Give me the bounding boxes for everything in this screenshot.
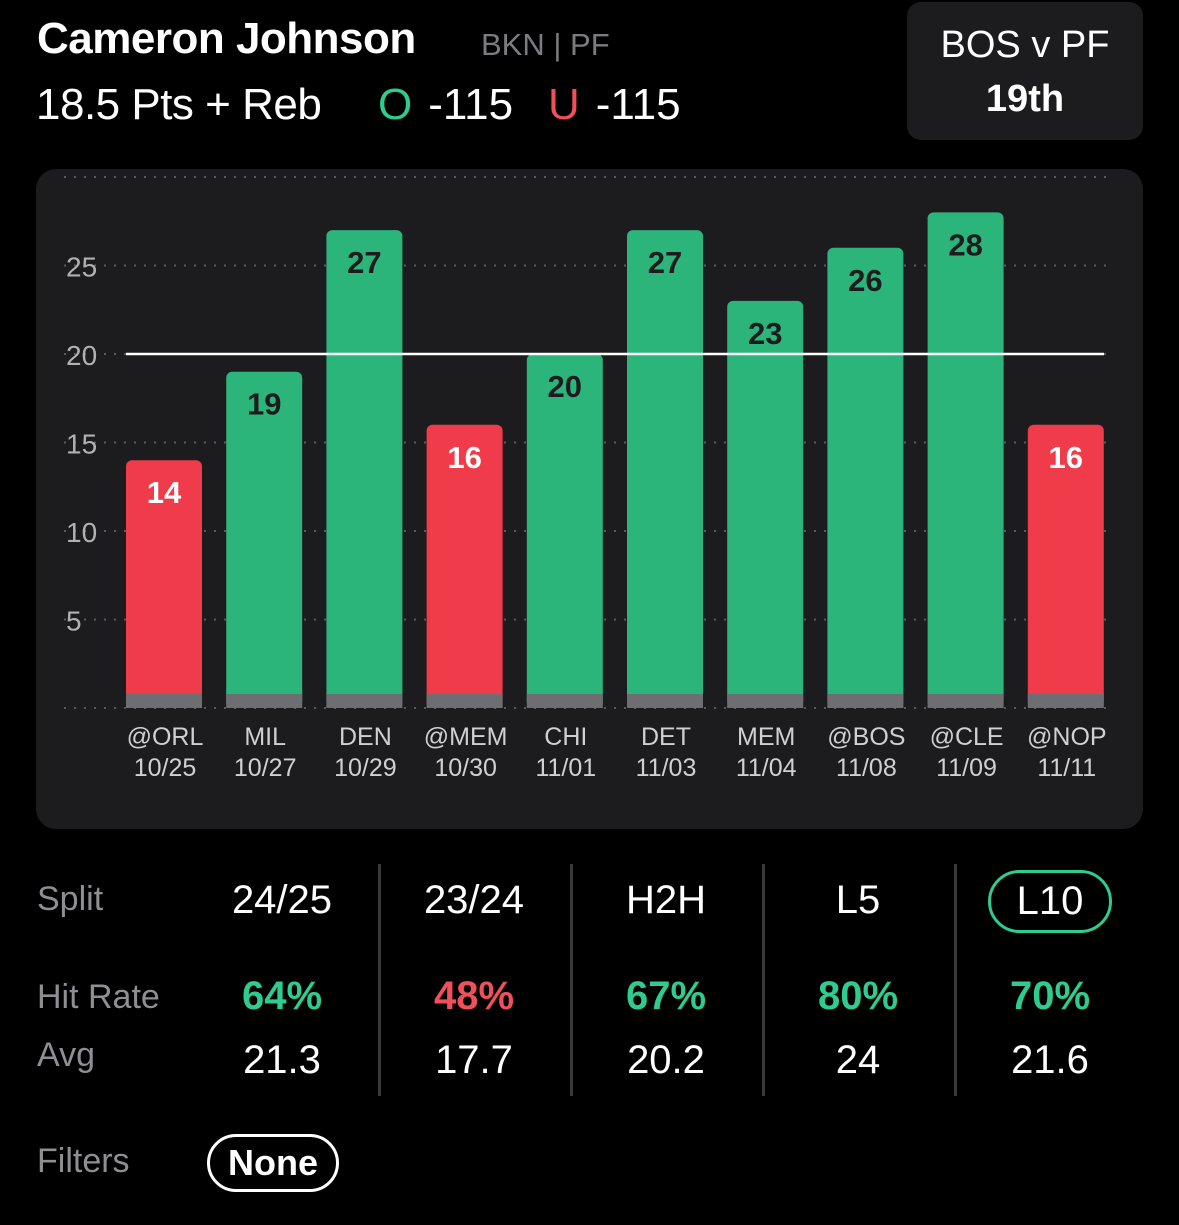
y-tick-label: 10 [66, 517, 97, 548]
bar-base [627, 694, 703, 708]
x-tick-date: 10/25 [134, 754, 197, 782]
y-tick-label: 25 [66, 252, 97, 283]
bar [727, 300, 804, 708]
bar-value-label: 23 [748, 316, 782, 351]
split-tab-24-25[interactable]: 24/25 [187, 878, 377, 923]
bar-base [426, 694, 503, 708]
avg-value: 21.3 [243, 1038, 321, 1082]
bar-value-label: 19 [247, 387, 281, 422]
x-tick-date: 11/03 [636, 754, 697, 782]
x-tick-date: 11/04 [736, 754, 797, 782]
bar-base [827, 694, 904, 708]
bar-value-label: 16 [1049, 440, 1083, 475]
avg-value: 24 [835, 1038, 881, 1082]
split-label: H2H [625, 878, 707, 922]
over-odds: -115 [428, 80, 514, 129]
team-position: BKN | PF [481, 27, 610, 62]
bar-value-label: 16 [447, 440, 481, 475]
bar-base [1027, 694, 1104, 708]
hit-rate-value: 48% [433, 974, 515, 1018]
bar-base [326, 694, 403, 708]
bar-chart-svg: 5 10 15 20 25 14 @ORL 10/25 19 MIL 10/27 27 DEN 10/29… [64, 176, 1108, 782]
bar [426, 424, 503, 708]
column-divider [378, 864, 381, 1096]
bar-base [226, 694, 303, 708]
bar-value-label: 20 [548, 369, 582, 404]
bar [526, 354, 603, 708]
hit-rate-value: 67% [625, 974, 707, 1018]
split-tab-23-24[interactable]: 23/24 [379, 878, 569, 923]
x-tick-date: 10/29 [334, 754, 397, 782]
split-label: L5 [835, 878, 881, 922]
x-tick-date: 10/30 [434, 754, 497, 782]
y-tick-label: 15 [66, 429, 97, 460]
bar-value-label: 27 [347, 245, 381, 280]
matchup-rank: 19th [985, 78, 1065, 120]
split-label-selected: L10 [987, 870, 1113, 933]
hit-rate-value: 80% [817, 974, 899, 1018]
x-tick-opponent: DEN [339, 723, 392, 751]
avg-value: 21.6 [1011, 1038, 1089, 1082]
x-tick-date: 11/11 [1037, 754, 1096, 782]
split-tab-l10[interactable]: L10 [955, 870, 1145, 933]
split-label: 23/24 [423, 878, 525, 922]
bar-value-label: 14 [147, 475, 182, 510]
hit-rate-row-label: Hit Rate [37, 978, 160, 1016]
matchup-title: BOS v PF [940, 24, 1110, 66]
x-tick-date: 11/01 [535, 754, 596, 782]
bar-value-label: 27 [648, 245, 682, 280]
game-log-chart: 5 10 15 20 25 14 @ORL 10/25 19 MIL 10/27 27 DEN 10/29… [36, 169, 1143, 829]
under-odds: -115 [595, 80, 681, 129]
split-row-label: Split [37, 880, 104, 918]
bar [226, 371, 303, 708]
avg-row-label: Avg [37, 1036, 95, 1074]
bar-base [126, 694, 202, 708]
under-odds-group[interactable]: U -115 [548, 80, 681, 130]
x-tick-opponent: @ORL [127, 723, 204, 751]
split-tab-l5[interactable]: L5 [763, 878, 953, 923]
x-tick-date: 11/09 [936, 754, 997, 782]
splits-table: Split Hit Rate Avg 24/25 23/24 H2H L5 L1… [0, 850, 1179, 1110]
bar [627, 230, 703, 708]
over-odds-group[interactable]: O -115 [378, 80, 513, 130]
bar [326, 230, 403, 708]
bar [126, 460, 202, 708]
bar-value-label: 26 [848, 263, 882, 298]
player-name: Cameron Johnson [37, 14, 416, 63]
over-icon: O [378, 80, 413, 129]
under-icon: U [548, 80, 580, 129]
x-tick-date: 10/27 [234, 754, 297, 782]
bar [827, 247, 904, 709]
filter-none-button[interactable]: None [207, 1134, 339, 1192]
x-tick-opponent: @NOP [1027, 723, 1107, 751]
prop-line: 18.5 Pts + Reb [36, 80, 322, 129]
x-tick-opponent: @BOS [827, 723, 905, 751]
y-tick-label: 5 [66, 606, 82, 637]
x-tick-opponent: MIL [244, 723, 286, 751]
x-tick-date: 11/08 [836, 754, 897, 782]
x-tick-opponent: @MEM [424, 723, 508, 751]
avg-value: 20.2 [627, 1038, 705, 1082]
split-label: 24/25 [231, 878, 333, 922]
x-tick-opponent: @CLE [930, 723, 1004, 751]
bar [927, 212, 1004, 708]
bar-base [927, 694, 1004, 708]
hit-rate-value: 64% [241, 974, 323, 1018]
filters-label: Filters [37, 1142, 130, 1180]
column-divider [570, 864, 573, 1096]
x-tick-opponent: DET [641, 723, 691, 751]
x-tick-opponent: CHI [544, 723, 587, 751]
bar-value-label: 28 [948, 227, 982, 262]
column-divider [762, 864, 765, 1096]
x-tick-opponent: MEM [737, 723, 795, 751]
avg-value: 17.7 [435, 1038, 513, 1082]
bar [1027, 424, 1104, 708]
matchup-rank-card[interactable]: BOS v PF 19th [907, 2, 1143, 140]
split-tab-h2h[interactable]: H2H [571, 878, 761, 923]
bar-base [727, 694, 804, 708]
column-divider [954, 864, 957, 1096]
y-tick-label: 20 [66, 340, 97, 371]
hit-rate-value: 70% [1009, 974, 1091, 1018]
bar-base [526, 694, 603, 708]
